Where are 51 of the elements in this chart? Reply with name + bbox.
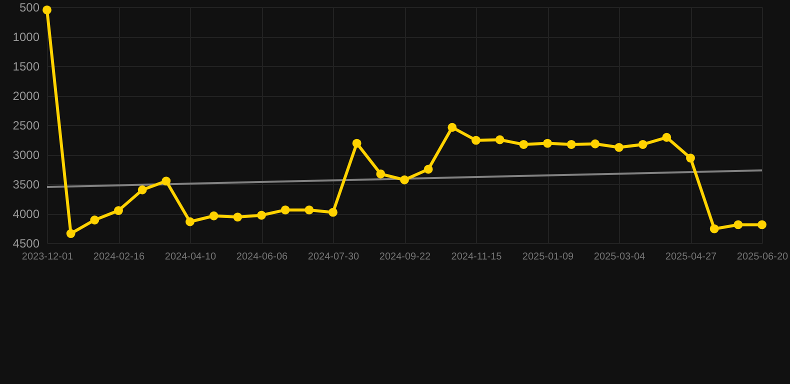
x-tick-label: 2025-06-20	[736, 252, 789, 262]
point	[495, 135, 504, 144]
point	[162, 176, 171, 186]
point	[400, 175, 409, 184]
point	[734, 220, 743, 230]
point	[328, 208, 338, 217]
y-tick-label: 1500	[12, 60, 40, 74]
y-tick-label: 3000	[12, 148, 40, 162]
y-tick-label: 500	[19, 0, 40, 14]
point	[424, 164, 433, 174]
x-tick-label: 2024-09-22	[379, 252, 432, 262]
y-tick-label: 2500	[12, 118, 40, 132]
point	[448, 122, 457, 132]
point	[66, 229, 76, 238]
point	[519, 140, 528, 149]
x-tick-label: 2025-03-04	[594, 252, 646, 262]
point	[543, 138, 552, 148]
point	[209, 211, 218, 220]
x-tick-label: 2024-02-16	[93, 252, 146, 262]
point	[472, 136, 480, 145]
point	[376, 170, 386, 178]
point	[138, 185, 147, 194]
x-tick-label: 2024-07-30	[308, 252, 360, 262]
point	[114, 206, 123, 216]
x-tick-label: 2024-06-06	[236, 252, 288, 262]
point	[42, 5, 52, 14]
point	[590, 139, 600, 148]
x-tick-label: 2024-11-15	[451, 252, 502, 262]
point	[662, 132, 672, 142]
point	[257, 210, 266, 220]
x-tick-label: 2023-12-01	[22, 252, 74, 262]
x-tick-label: 2024-04-10	[164, 252, 217, 262]
point	[638, 140, 648, 149]
point	[304, 205, 314, 214]
point	[90, 216, 100, 224]
point	[710, 224, 719, 234]
y-tick-label: 4500	[12, 236, 40, 250]
x-tick-label: 2025-01-09	[522, 252, 574, 262]
point	[186, 217, 194, 226]
point	[686, 154, 695, 163]
x-tick-label: 2025-04-27	[665, 252, 718, 262]
y-tick-label: 4000	[12, 207, 40, 221]
point	[233, 212, 242, 222]
y-tick-label: 2000	[12, 89, 40, 103]
y-tick-label: 1000	[12, 30, 40, 44]
point	[566, 140, 576, 149]
point	[280, 205, 290, 214]
point	[758, 220, 766, 230]
point	[352, 138, 362, 148]
point	[614, 142, 624, 152]
y-tick-label: 3500	[12, 178, 40, 192]
